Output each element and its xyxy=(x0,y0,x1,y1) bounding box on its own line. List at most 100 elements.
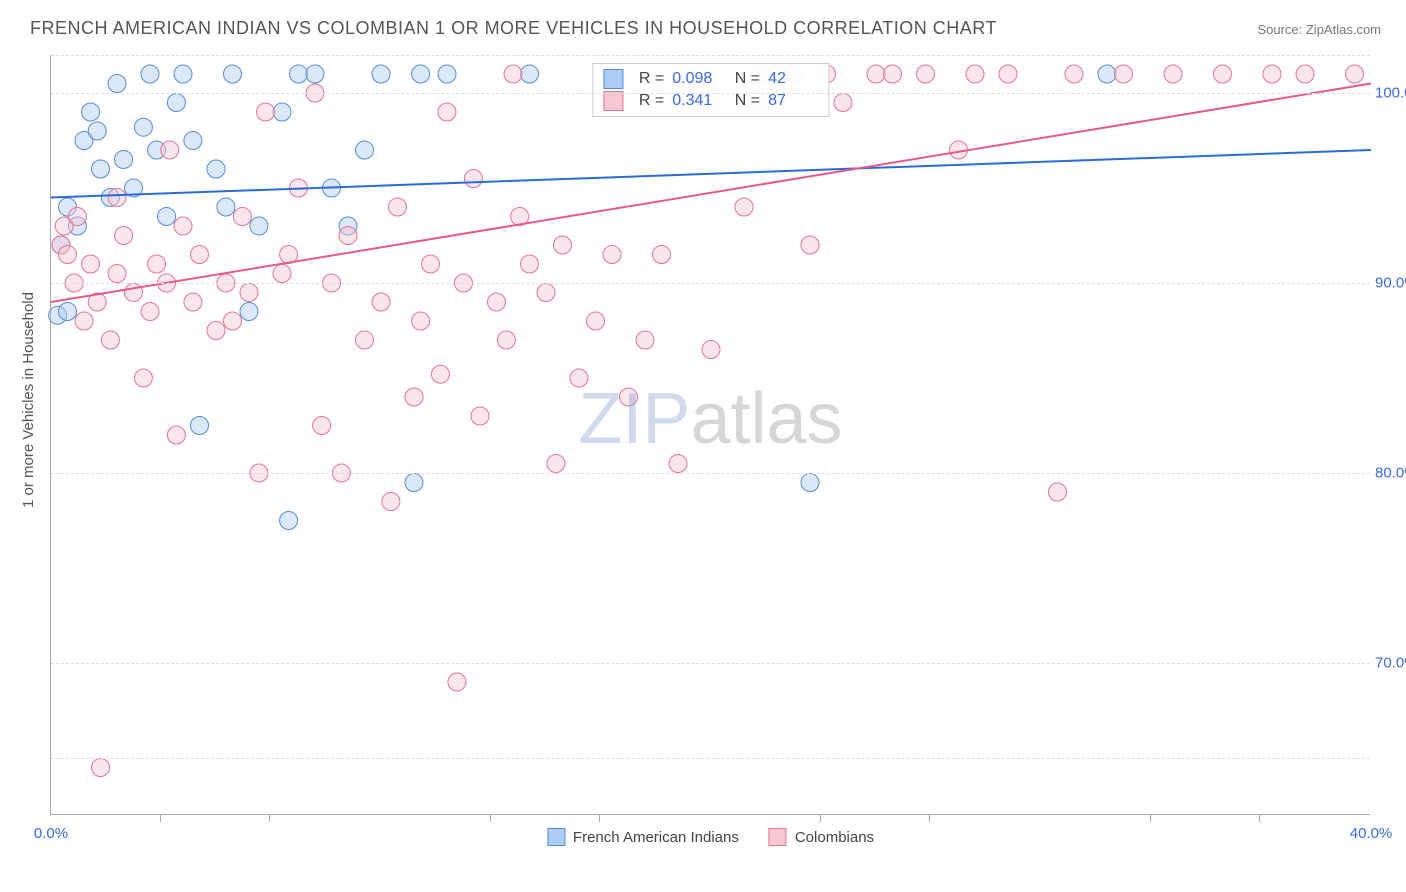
data-point xyxy=(422,255,440,273)
data-point xyxy=(108,75,126,93)
data-point xyxy=(382,493,400,511)
data-point xyxy=(134,118,152,136)
r-value-1: 0.341 xyxy=(672,92,722,110)
plot-svg xyxy=(51,55,1371,815)
y-tick-label: 70.0% xyxy=(1375,655,1406,672)
y-tick-label: 80.0% xyxy=(1375,465,1406,482)
data-point xyxy=(966,65,984,83)
data-point xyxy=(306,65,324,83)
scatter-plot: ZIPatlas R = 0.098 N = 42 R = 0.341 N = … xyxy=(50,55,1370,815)
gridline-h xyxy=(51,473,1370,474)
x-tick-label: 40.0% xyxy=(1350,825,1393,842)
data-point xyxy=(339,227,357,245)
data-point xyxy=(224,312,242,330)
data-point xyxy=(108,189,126,207)
stats-row-0: R = 0.098 N = 42 xyxy=(603,68,818,90)
data-point xyxy=(250,217,268,235)
data-point xyxy=(184,132,202,150)
data-point xyxy=(1164,65,1182,83)
gridline-h xyxy=(51,663,1370,664)
chart-title: FRENCH AMERICAN INDIAN VS COLOMBIAN 1 OR… xyxy=(30,18,997,39)
legend-item-1: Colombians xyxy=(769,828,874,846)
y-axis-label: 1 or more Vehicles in Household xyxy=(20,292,37,508)
stats-legend: R = 0.098 N = 42 R = 0.341 N = 87 xyxy=(592,63,829,117)
x-tick-mark xyxy=(1259,814,1260,822)
data-point xyxy=(653,246,671,264)
x-tick-mark xyxy=(490,814,491,822)
data-point xyxy=(431,365,449,383)
data-point xyxy=(101,331,119,349)
data-point xyxy=(521,255,539,273)
data-point xyxy=(290,65,308,83)
r-label: R = xyxy=(639,70,664,88)
n-label: N = xyxy=(730,92,760,110)
data-point xyxy=(603,246,621,264)
data-point xyxy=(141,65,159,83)
data-point xyxy=(464,170,482,188)
data-point xyxy=(405,474,423,492)
data-point xyxy=(834,94,852,112)
data-point xyxy=(735,198,753,216)
data-point xyxy=(88,122,106,140)
legend-label-1: Colombians xyxy=(795,829,874,846)
stats-swatch-0 xyxy=(603,69,623,89)
data-point xyxy=(240,284,258,302)
data-point xyxy=(167,94,185,112)
data-point xyxy=(438,65,456,83)
data-point xyxy=(1098,65,1116,83)
data-point xyxy=(620,388,638,406)
x-tick-mark xyxy=(269,814,270,822)
data-point xyxy=(412,65,430,83)
data-point xyxy=(207,322,225,340)
data-point xyxy=(273,265,291,283)
data-point xyxy=(1049,483,1067,501)
legend-swatch-0 xyxy=(547,828,565,846)
data-point xyxy=(448,673,466,691)
x-tick-mark xyxy=(599,814,600,822)
data-point xyxy=(161,141,179,159)
data-point xyxy=(438,103,456,121)
data-point xyxy=(82,255,100,273)
data-point xyxy=(134,369,152,387)
data-point xyxy=(224,65,242,83)
x-tick-mark xyxy=(820,814,821,822)
data-point xyxy=(125,284,143,302)
data-point xyxy=(1263,65,1281,83)
data-point xyxy=(999,65,1017,83)
regression-line xyxy=(51,150,1371,198)
data-point xyxy=(702,341,720,359)
data-point xyxy=(141,303,159,321)
x-tick-mark xyxy=(160,814,161,822)
data-point xyxy=(504,65,522,83)
data-point xyxy=(108,265,126,283)
data-point xyxy=(405,388,423,406)
data-point xyxy=(801,236,819,254)
data-point xyxy=(884,65,902,83)
data-point xyxy=(389,198,407,216)
data-point xyxy=(488,293,506,311)
data-point xyxy=(191,417,209,435)
legend-swatch-1 xyxy=(769,828,787,846)
data-point xyxy=(372,65,390,83)
data-point xyxy=(167,426,185,444)
data-point xyxy=(1065,65,1083,83)
gridline-h xyxy=(51,283,1370,284)
data-point xyxy=(372,293,390,311)
data-point xyxy=(1115,65,1133,83)
data-point xyxy=(217,198,235,216)
data-point xyxy=(115,151,133,169)
data-point xyxy=(68,208,86,226)
data-point xyxy=(570,369,588,387)
data-point xyxy=(92,759,110,777)
legend-label-0: French American Indians xyxy=(573,829,739,846)
r-label: R = xyxy=(639,92,664,110)
data-point xyxy=(356,331,374,349)
data-point xyxy=(174,65,192,83)
data-point xyxy=(1296,65,1314,83)
data-point xyxy=(356,141,374,159)
data-point xyxy=(59,303,77,321)
gridline-h xyxy=(51,55,1370,56)
data-point xyxy=(636,331,654,349)
gridline-h xyxy=(51,758,1370,759)
y-tick-label: 100.0% xyxy=(1375,85,1406,102)
